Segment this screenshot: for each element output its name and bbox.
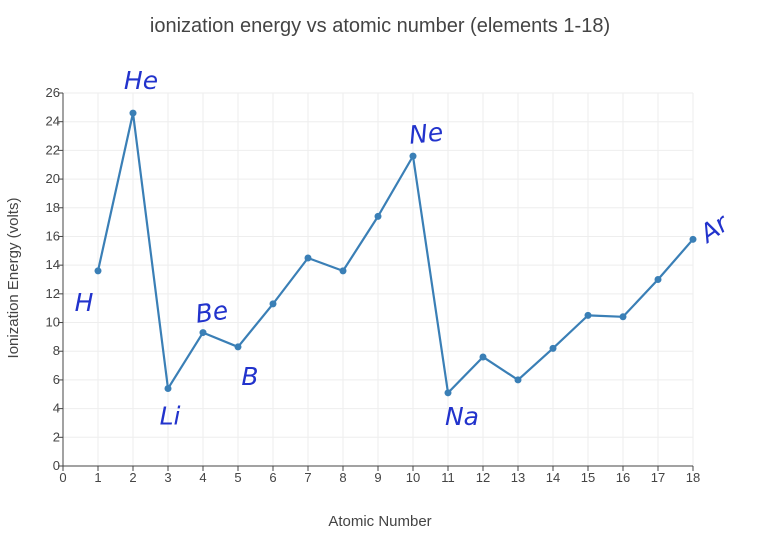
annotation-li: Li xyxy=(160,402,181,431)
x-tick-label: 8 xyxy=(339,470,346,485)
x-tick-label: 10 xyxy=(406,470,420,485)
x-tick-label: 14 xyxy=(546,470,560,485)
x-tick-label: 5 xyxy=(234,470,241,485)
x-tick-label: 6 xyxy=(269,470,276,485)
data-point xyxy=(234,343,242,351)
x-tick-label: 15 xyxy=(581,470,595,485)
x-tick-label: 7 xyxy=(304,470,311,485)
x-tick-label: 1 xyxy=(94,470,101,485)
grid xyxy=(63,92,694,466)
y-tick-label: 14 xyxy=(46,257,60,272)
y-tick-label: 0 xyxy=(53,458,60,473)
y-tick-label: 12 xyxy=(46,286,60,301)
y-tick-label: 16 xyxy=(46,228,60,243)
y-tick-label: 6 xyxy=(53,372,60,387)
annotation-na: Na xyxy=(445,402,479,431)
x-tick-label: 18 xyxy=(686,470,700,485)
data-point xyxy=(514,376,522,384)
data-point xyxy=(304,254,312,262)
y-tick-label: 10 xyxy=(46,315,60,330)
y-tick-label: 26 xyxy=(46,85,60,100)
data-point xyxy=(94,267,102,275)
data-point xyxy=(269,300,277,308)
data-point xyxy=(689,235,697,243)
annotation-b: B xyxy=(241,362,258,391)
y-tick-label: 18 xyxy=(46,200,60,215)
data-point xyxy=(444,389,452,397)
data-point xyxy=(339,267,347,275)
data-point xyxy=(164,385,172,393)
series-line xyxy=(96,111,694,394)
data-point xyxy=(479,353,487,361)
data-point xyxy=(129,109,137,117)
annotation-ne: Ne xyxy=(408,117,445,149)
x-tick-label: 12 xyxy=(476,470,490,485)
series xyxy=(94,109,697,397)
axes: 0 1 2 3 4 5 6 7 8 9 10 11 12 13 14 15 16 17 18024681012141… xyxy=(46,85,701,485)
y-tick-label: 20 xyxy=(46,171,60,186)
annotation-ar: Ar xyxy=(693,208,735,250)
y-tick-label: 4 xyxy=(53,401,60,416)
data-point xyxy=(654,276,662,283)
data-point xyxy=(374,212,382,220)
data-point xyxy=(584,311,592,319)
x-tick-label: 16 xyxy=(616,470,630,485)
y-tick-label: 8 xyxy=(53,343,60,358)
annotations: H He Li Be B Ne Na Ar xyxy=(75,66,735,431)
data-point xyxy=(409,152,417,160)
data-point xyxy=(199,329,207,337)
data-point xyxy=(619,313,627,321)
x-tick-label: 2 xyxy=(129,470,136,485)
y-tick-label: 2 xyxy=(53,429,60,444)
x-tick-label: 9 xyxy=(374,470,381,485)
x-axis-label: Atomic Number xyxy=(328,513,431,530)
annotation-he: He xyxy=(124,66,158,95)
x-tick-label: 3 xyxy=(164,470,171,485)
y-tick-label: 24 xyxy=(46,114,60,129)
y-axis-label: Ionization Energy (volts) xyxy=(5,198,22,359)
x-tick-label: 17 xyxy=(651,470,665,485)
x-tick-label: 13 xyxy=(511,470,525,485)
y-tick-label: 22 xyxy=(46,142,60,157)
x-tick-label: 0 xyxy=(59,470,66,485)
x-tick-label: 4 xyxy=(199,470,206,485)
data-point xyxy=(549,344,557,352)
x-tick-label: 11 xyxy=(441,470,455,485)
chart-title: ionization energy vs atomic number (elem… xyxy=(150,15,610,37)
annotation-h: H xyxy=(75,288,94,317)
annotation-be: Be xyxy=(194,296,230,329)
